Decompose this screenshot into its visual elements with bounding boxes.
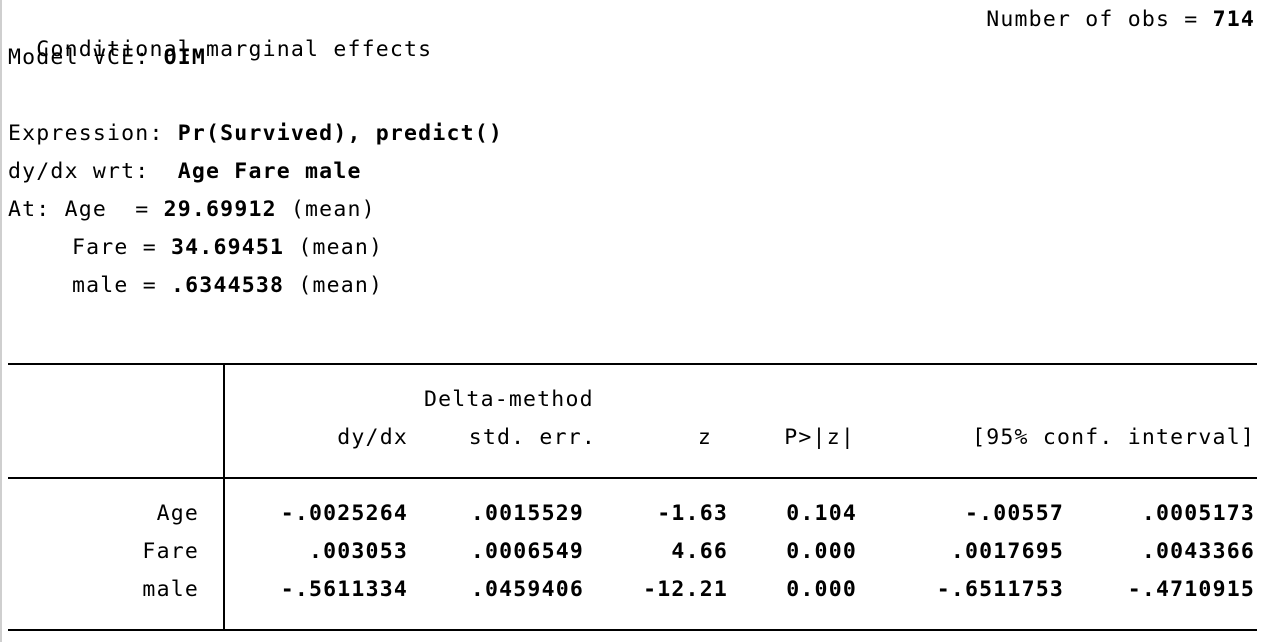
at-value: 29.69912 [163,197,277,222]
column-super-header: Delta-method [424,387,594,412]
column-header-std-err: std. err. [468,425,596,450]
table-bottom-rule [8,629,1257,631]
cell-std-err: .0006549 [470,539,584,564]
at-age: At: Age = 29.69912 (mean) [8,195,376,225]
at-name: Age = [64,197,164,222]
at-label: At: [8,197,65,222]
output-title: Conditional marginal effects [8,5,432,62]
cell-dydx: -.5611334 [280,577,408,602]
expression-value: Pr(Survived), predict() [177,121,504,146]
number-of-obs-value: 714 [1212,7,1255,32]
cell-z: 4.66 [671,539,728,564]
window-left-border [0,0,2,642]
cell-p: 0.104 [786,501,857,526]
cell-std-err: .0459406 [470,577,584,602]
cell-p: 0.000 [786,577,857,602]
model-vce: Model VCE: OIM [8,43,206,73]
at-note: (mean) [284,235,384,260]
at-note: (mean) [276,197,376,222]
cell-dydx: .003053 [308,539,408,564]
cell-p: 0.000 [786,539,857,564]
column-header-conf-interval: [95% conf. interval] [972,425,1255,450]
dydx-wrt-label: dy/dx wrt: [8,159,178,184]
column-header-p: P>|z| [784,425,855,450]
cell-std-err: .0015529 [470,501,584,526]
cell-z: -12.21 [643,577,728,602]
number-of-obs: Number of obs = 714 [986,5,1255,35]
row-label: Age [156,501,199,526]
cell-ci-high: -.4710915 [1127,577,1255,602]
cell-dydx: -.0025264 [280,501,408,526]
row-label: male [142,577,199,602]
model-vce-label: Model VCE: [8,45,164,70]
column-header-dydx: dy/dx [337,425,408,450]
cell-ci-low: -.00557 [964,501,1064,526]
cell-z: -1.63 [657,501,728,526]
at-note: (mean) [284,273,384,298]
table-header-rule [8,477,1257,479]
cell-ci-low: -.6511753 [936,577,1064,602]
dydx-wrt: dy/dx wrt: Age Fare male [8,157,362,187]
table-top-rule [8,363,1257,365]
cell-ci-high: .0043366 [1141,539,1255,564]
at-fare: Fare = 34.69451 (mean) [72,233,383,263]
column-header-z: z [697,425,712,450]
at-name: male = [72,273,172,298]
expression: Expression: Pr(Survived), predict() [8,119,503,149]
at-name: Fare = [72,235,172,260]
at-value: 34.69451 [171,235,285,260]
table-vertical-rule [223,364,225,630]
dydx-wrt-value: Age Fare male [177,159,362,184]
expression-label: Expression: [8,121,178,146]
cell-ci-high: .0005173 [1141,501,1255,526]
output-title-text: Conditional marginal effects [36,37,433,62]
number-of-obs-label: Number of obs = [986,7,1213,32]
cell-ci-low: .0017695 [950,539,1064,564]
row-label: Fare [142,539,199,564]
model-vce-value: OIM [163,45,207,70]
at-male: male = .6344538 (mean) [72,271,383,301]
at-value: .6344538 [171,273,285,298]
